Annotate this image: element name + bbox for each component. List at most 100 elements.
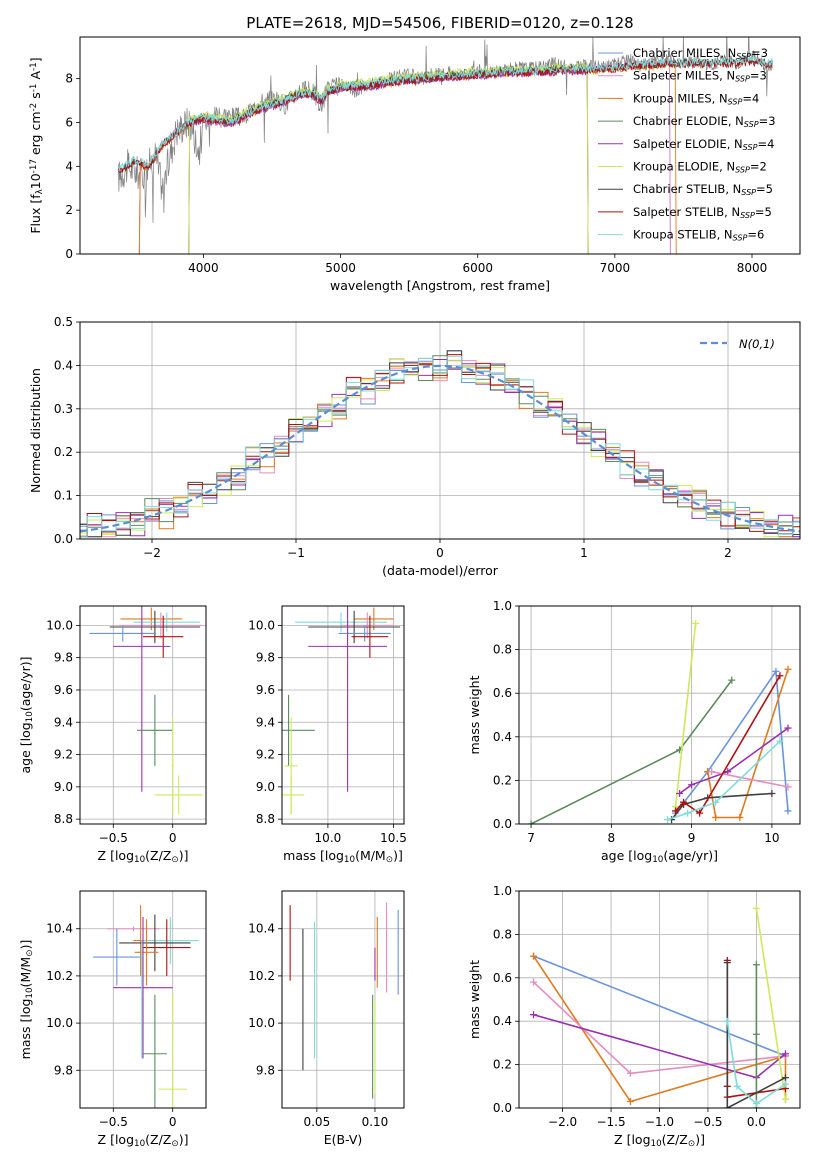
y-tick-label: 0.5 — [54, 315, 73, 329]
legend-label: Chabrier STELIB, NSSP=5 — [633, 182, 773, 197]
legend-label: Kroupa MILES, NSSP=4 — [633, 91, 759, 106]
y-tick-label: 0.8 — [493, 927, 512, 941]
mass-weight-marker — [530, 952, 538, 960]
mass-weight-line — [755, 908, 787, 1100]
y-axis-label: mass weight — [467, 675, 482, 754]
plot-area — [282, 606, 404, 824]
x-tick-label: −0.5 — [99, 831, 128, 845]
mass-weight-line — [533, 955, 786, 1057]
y-tick-label: 10.0 — [248, 618, 275, 632]
mass-weight-marker — [752, 1030, 760, 1038]
plot-area — [117, 37, 774, 254]
y-tick-label: 0.0 — [54, 532, 73, 546]
y-tick-label: 0.1 — [54, 489, 73, 503]
mass-weight-line — [667, 740, 781, 821]
y-tick-label: 8.8 — [256, 812, 275, 826]
mass-weight-line — [726, 962, 786, 1108]
axes-frame — [79, 890, 207, 1109]
spectrum-legend: Chabrier MILES, NSSP=3 Salpeter MILES, NS… — [598, 46, 776, 243]
y-tick-label: 10.0 — [46, 618, 73, 632]
x-axis-label: (data-model)/error — [382, 563, 499, 578]
y-tick-label: 6 — [65, 115, 73, 129]
y-tick-label: 9.2 — [54, 748, 73, 762]
age-vs-mass-panel: 10.0 10.5 8.8 9.0 9.2 9.4 9.6 9.8 10.0 mass [log1… — [248, 605, 407, 865]
plot-area — [80, 891, 206, 1108]
mass-weight-marker — [784, 665, 792, 673]
legend-label: Salpeter MILES, NSSP=3 — [633, 69, 767, 84]
y-tick-label: 1.0 — [493, 599, 512, 613]
y-tick-label: 9.8 — [54, 1063, 73, 1077]
mass-weight-marker — [784, 724, 792, 732]
x-tick-label: 7 — [527, 831, 535, 845]
mass-weight-line — [674, 669, 789, 814]
axes-frame — [281, 605, 405, 825]
y-tick-label: 0 — [65, 247, 73, 261]
mass-weight-marker — [752, 1100, 760, 1108]
x-axis-label: E(B-V) — [324, 1132, 363, 1147]
mass-weight-marker — [676, 789, 684, 797]
mass-weight-marker — [530, 1011, 538, 1019]
x-tick-label: 0.0 — [747, 1115, 766, 1129]
mass-weight-marker — [776, 737, 784, 745]
mass-weight-marker — [712, 813, 720, 821]
legend-label: Salpeter ELODIE, NSSP=4 — [633, 137, 774, 152]
mass-weight-marker — [692, 619, 700, 627]
model-spectrum-line — [188, 61, 589, 254]
y-tick-label: 1.0 — [493, 884, 512, 898]
residual-histogram-steps — [80, 358, 800, 538]
mass-weight-marker — [781, 1050, 789, 1058]
mass-weight-marker — [736, 813, 744, 821]
mass-weight-line — [675, 675, 781, 815]
mass-weight-marker — [723, 1104, 731, 1108]
y-axis-label: mass weight — [467, 960, 482, 1039]
y-tick-label: 10.0 — [248, 1016, 275, 1030]
x-tick-label: 8 — [608, 831, 616, 845]
legend-label: Kroupa ELODIE, NSSP=2 — [633, 160, 767, 175]
y-tick-label: 0.6 — [493, 971, 512, 985]
mass-weight-marker — [680, 798, 688, 806]
residual-histogram-steps — [80, 354, 800, 538]
mass-weight-marker — [728, 676, 736, 684]
mass-weight-line — [711, 770, 789, 788]
x-tick-label: 10 — [764, 831, 779, 845]
model-spectrum-line — [138, 58, 671, 254]
plot-area — [519, 606, 800, 824]
mass-weight-marker — [772, 667, 780, 675]
mass-weight-marker — [672, 807, 680, 815]
x-tick-label: 7000 — [600, 261, 631, 275]
mass-weight-marker — [527, 820, 535, 824]
x-tick-label: 0 — [436, 546, 444, 560]
legend-label: Salpeter STELIB, NSSP=5 — [633, 205, 772, 220]
mass-weight-marker — [696, 809, 704, 817]
gaussian-reference-curve — [80, 364, 800, 533]
model-spectrum-line — [188, 67, 589, 254]
plot-area — [80, 322, 800, 539]
x-tick-label: 0.10 — [362, 1115, 389, 1129]
mass-weight-marker — [708, 768, 716, 776]
plot-area — [80, 606, 206, 824]
x-tick-label: 2 — [724, 546, 732, 560]
y-tick-label: 9.2 — [256, 748, 275, 762]
mass-weight-line — [674, 623, 697, 807]
y-tick-label: 9.6 — [256, 683, 275, 697]
x-axis-label: wavelength [Angstrom, rest frame] — [330, 278, 550, 293]
y-tick-label: 9.8 — [256, 1063, 275, 1077]
model-spectrum-line — [138, 59, 671, 254]
y-tick-label: 10.0 — [46, 1016, 73, 1030]
mass-weight-line — [679, 727, 789, 795]
y-axis-label: age [log10(age/yr)] — [18, 656, 35, 773]
x-tick-label: 10.0 — [315, 831, 342, 845]
y-tick-label: 9.8 — [256, 651, 275, 665]
mass-weight-marker — [781, 1074, 789, 1082]
y-tick-label: 4 — [65, 159, 73, 173]
model-spectrum-line — [138, 60, 677, 254]
y-tick-label: 0.2 — [493, 773, 512, 787]
y-tick-label: 9.8 — [54, 651, 73, 665]
mass-weight-line — [530, 679, 733, 824]
x-tick-label: −1.5 — [596, 1115, 625, 1129]
figure-title: PLATE=2618, MJD=54506, FIBERID=0120, z=0… — [246, 14, 633, 32]
age-vs-metallicity-panel: −0.5 0 8.8 9.0 9.2 9.4 9.6 9.8 10.0 Z [log10(Z/Z⊙… — [18, 605, 207, 865]
y-tick-label: 9.4 — [256, 715, 275, 729]
x-axis-label: Z [log10(Z/Z⊙)] — [614, 1132, 705, 1149]
